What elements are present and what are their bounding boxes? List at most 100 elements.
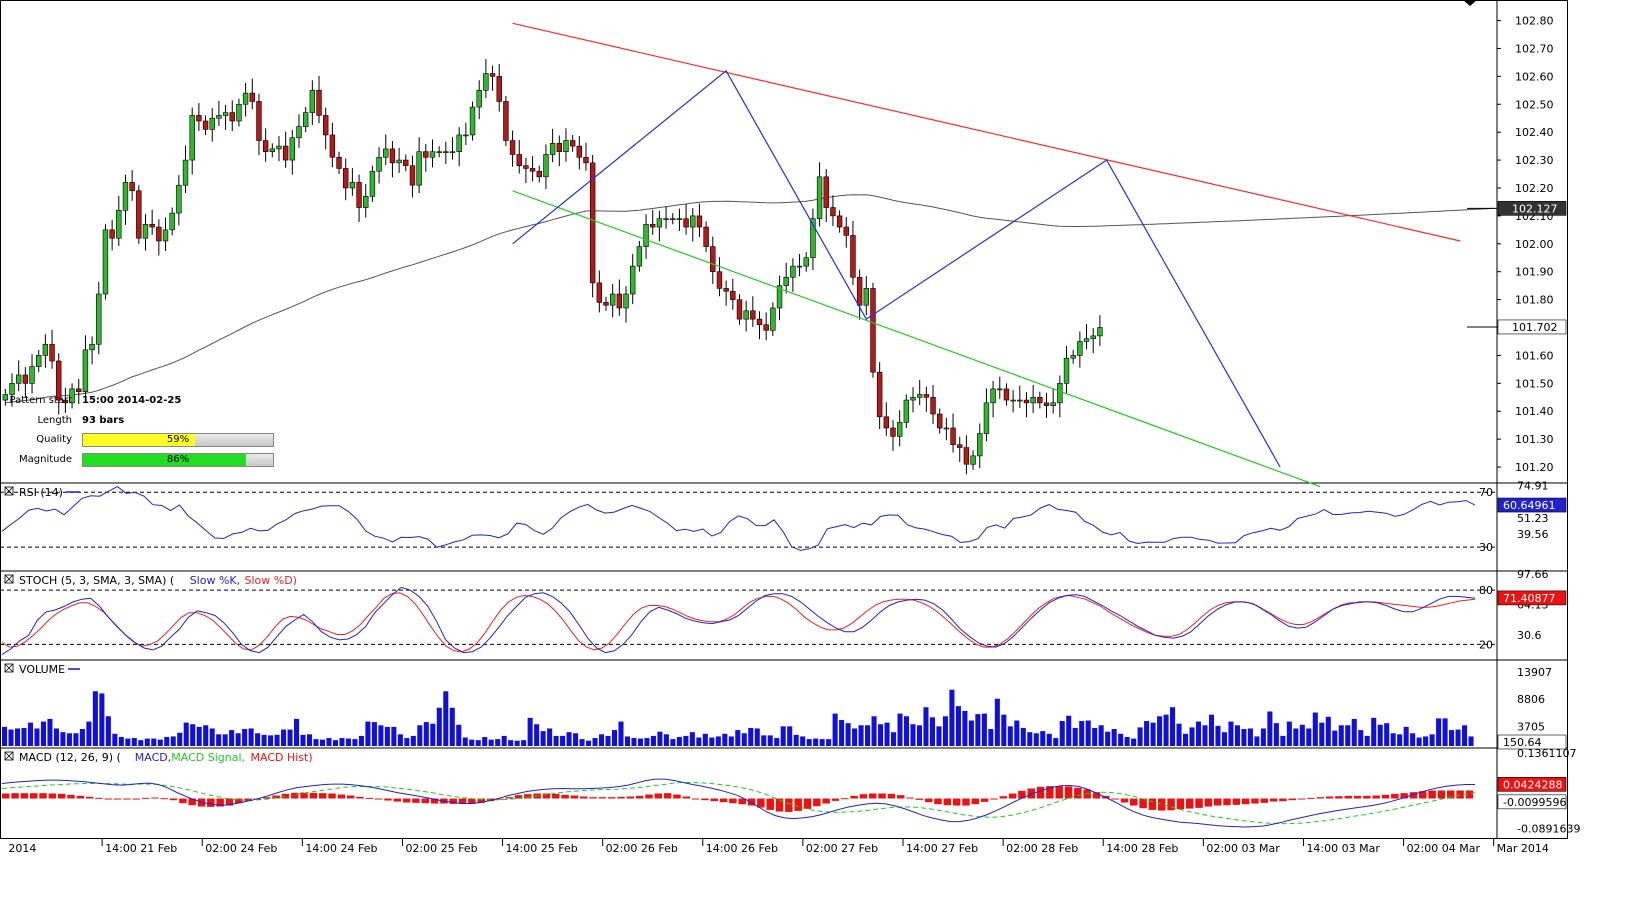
macd-hist-bar xyxy=(468,798,476,804)
macd-hist-bar xyxy=(580,796,588,799)
candle-body xyxy=(182,159,189,186)
volume-bar xyxy=(767,735,773,746)
price-tick-label: 102.80 xyxy=(1515,15,1554,28)
macd-hist-bar xyxy=(701,798,709,801)
macd-hist-bar xyxy=(384,798,392,801)
volume-bar xyxy=(190,724,196,746)
time-axis-label: 14:00 26 Feb xyxy=(706,842,778,855)
candle-body xyxy=(62,399,69,404)
price-tick-label: 101.80 xyxy=(1515,294,1554,307)
candle-body xyxy=(1083,338,1090,342)
candle-body xyxy=(970,455,976,465)
macd-hist-bar xyxy=(309,792,318,799)
pattern-length-label: Length xyxy=(37,415,73,426)
volume-bar xyxy=(1312,712,1318,746)
volume-bar xyxy=(34,728,40,746)
volume-bar xyxy=(196,726,202,746)
volume-bar xyxy=(839,719,845,746)
volume-bar xyxy=(27,722,34,746)
rsi-scale-label: 39.56 xyxy=(1517,528,1549,541)
macd-hist-bar xyxy=(822,798,830,804)
volume-bar xyxy=(1027,732,1033,746)
close-icon xyxy=(4,663,14,673)
macd-hist-bar xyxy=(561,794,569,799)
macd-hist-bar xyxy=(738,798,746,805)
stoch-legend-entry: Slow %K, xyxy=(190,574,240,587)
panel-close-box xyxy=(4,574,14,584)
volume-bar xyxy=(1325,716,1331,746)
volume-bar xyxy=(274,734,280,746)
time-axis-label: 02:00 04 Mar xyxy=(1407,842,1481,855)
macd-hist-bar xyxy=(1130,798,1138,806)
macd-hist-bar xyxy=(654,793,663,799)
candle-body xyxy=(656,218,663,228)
macd-hist-bar xyxy=(1372,795,1380,799)
candle-body xyxy=(850,235,856,278)
volume-bar xyxy=(313,739,319,746)
volume-value-tag-bg xyxy=(1497,734,1567,750)
candle-body xyxy=(1030,396,1036,404)
candle-body xyxy=(1063,357,1070,384)
macd-hist-bar xyxy=(514,795,523,799)
macd-hist-bar xyxy=(878,793,886,799)
macd-hist-bar xyxy=(48,793,57,799)
candle-body xyxy=(156,226,162,242)
price-tick-label: 102.20 xyxy=(1515,182,1554,195)
macd-legend-entry: MACD Signal, xyxy=(171,751,245,764)
macd-hist-bar xyxy=(1232,798,1241,805)
volume-bar xyxy=(806,739,812,746)
macd-hist-bar xyxy=(1185,798,1194,809)
volume-bar xyxy=(345,738,351,746)
macd-hist-bar xyxy=(169,798,178,801)
candle-body xyxy=(236,103,242,122)
volume-bar xyxy=(384,726,390,746)
candle-body xyxy=(82,349,89,392)
macd-line xyxy=(1,778,1475,828)
macd-hist-bar xyxy=(1456,790,1464,799)
volume-bar xyxy=(339,738,345,746)
candle-body xyxy=(1023,399,1030,404)
candle-body xyxy=(650,223,656,228)
volume-bar xyxy=(1144,721,1150,746)
macd-hist-bar xyxy=(1297,798,1306,800)
candle-body xyxy=(109,229,115,239)
candle-body xyxy=(1077,341,1083,356)
macd-hist-bar xyxy=(291,792,299,799)
candle-body xyxy=(129,182,135,192)
volume-bar xyxy=(968,720,974,746)
candle-body xyxy=(276,145,282,150)
macd-hist-bar xyxy=(775,798,784,812)
macd-hist-bar xyxy=(1344,795,1352,799)
candle-body xyxy=(76,388,82,392)
volume-bar xyxy=(1040,731,1046,746)
candle-body xyxy=(443,151,449,153)
candle-body xyxy=(383,148,389,158)
candle-body xyxy=(923,394,930,398)
macd-hist-bar xyxy=(337,794,346,799)
candle-body xyxy=(796,265,803,268)
volume-bar xyxy=(1319,722,1325,746)
macd-hist-bar xyxy=(1391,793,1399,799)
volume-bar xyxy=(514,740,520,746)
volume-bar xyxy=(890,732,897,746)
macd-hist-bar xyxy=(57,793,66,799)
volume-bar xyxy=(1046,733,1052,746)
volume-bar xyxy=(1332,730,1338,746)
rsi-scale-label: 51.23 xyxy=(1517,512,1549,525)
macd-signal-value-tag: -0.0099596 xyxy=(1503,796,1566,809)
candle-body xyxy=(262,140,269,152)
volume-bar xyxy=(1293,728,1299,746)
candle-body xyxy=(830,207,836,217)
volume-bar xyxy=(1033,733,1039,746)
volume-bar xyxy=(443,691,449,746)
volume-bar xyxy=(1403,726,1409,746)
volume-bar xyxy=(579,739,585,746)
candle-body xyxy=(289,137,296,161)
macd-hist-bar xyxy=(1176,798,1185,810)
macd-hist-bar xyxy=(617,796,625,799)
candle-body xyxy=(503,101,509,141)
pattern-start-value: 15:00 2014-02-25 xyxy=(82,395,182,406)
candle-body xyxy=(723,288,729,292)
volume-bar xyxy=(1059,721,1065,746)
